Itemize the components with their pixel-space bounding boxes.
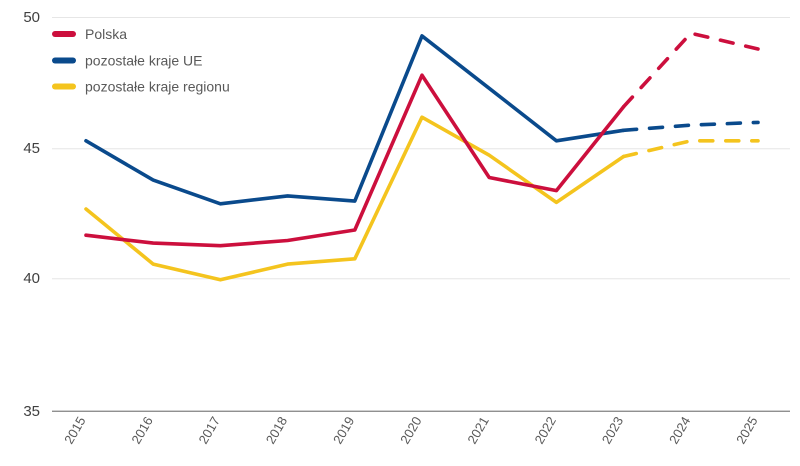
svg-text:2022: 2022 xyxy=(532,414,559,447)
svg-text:2023: 2023 xyxy=(599,414,626,447)
svg-text:2021: 2021 xyxy=(464,414,491,447)
svg-text:2015: 2015 xyxy=(61,414,88,447)
svg-text:40: 40 xyxy=(23,270,40,287)
svg-text:2017: 2017 xyxy=(196,414,223,447)
svg-text:Polska: Polska xyxy=(85,26,127,42)
svg-text:2018: 2018 xyxy=(263,414,290,447)
svg-text:2024: 2024 xyxy=(666,414,693,447)
svg-text:2025: 2025 xyxy=(733,414,760,447)
svg-text:pozostałe kraje regionu: pozostałe kraje regionu xyxy=(85,79,230,95)
svg-text:2020: 2020 xyxy=(397,414,424,447)
svg-text:35: 35 xyxy=(23,403,40,420)
svg-text:2019: 2019 xyxy=(330,414,357,447)
svg-text:2016: 2016 xyxy=(128,414,155,447)
svg-text:pozostałe kraje UE: pozostałe kraje UE xyxy=(85,53,203,69)
svg-text:50: 50 xyxy=(23,9,40,26)
svg-text:45: 45 xyxy=(23,140,40,157)
